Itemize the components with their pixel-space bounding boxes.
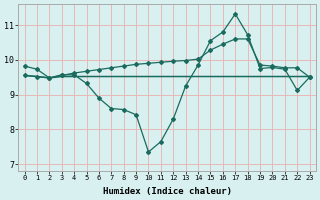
X-axis label: Humidex (Indice chaleur): Humidex (Indice chaleur) [103, 187, 232, 196]
